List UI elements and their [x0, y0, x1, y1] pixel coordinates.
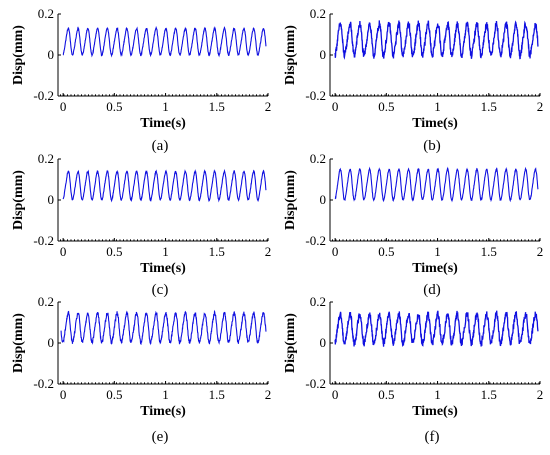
x-tick-label: 0.5 — [106, 99, 122, 114]
x-tick-label: 1 — [162, 99, 169, 114]
subplot-c: 0.2 0 -0.2 0 0.5 1 1.5 2 Time(s) Disp(mm) (c) — [11, 151, 271, 298]
x-tick-label: 1.5 — [481, 99, 497, 114]
y-tick-label: -0.2 — [33, 88, 54, 103]
x-axis-label: Time(s) — [412, 404, 458, 419]
subplot-b: 0.2 0 -0.2 0 0.5 1 1.5 2 Time(s) Disp(mm) (b) — [283, 6, 543, 154]
x-tick-label: 1.5 — [209, 99, 225, 114]
x-tick-label: 0.5 — [378, 387, 394, 402]
x-axis-label: Time(s) — [412, 116, 458, 131]
y-tick-label: 0 — [48, 192, 55, 207]
x-tick-label: 1.5 — [481, 244, 497, 259]
x-tick-label: 1 — [434, 99, 441, 114]
y-tick-label: 0.2 — [310, 294, 326, 309]
y-tick-label: 0 — [48, 47, 55, 62]
signal-line — [62, 168, 267, 203]
y-tick-label: -0.2 — [305, 376, 326, 391]
panel-caption: (a) — [152, 138, 169, 154]
x-axis-label: Time(s) — [412, 261, 458, 276]
subplot-f: 0.2 0 -0.2 0 0.5 1 1.5 2 Time(s) Disp(mm) (f) — [283, 294, 543, 445]
x-axis-label: Time(s) — [140, 116, 186, 131]
x-tick-label: 2 — [265, 387, 272, 402]
x-tick-label: 0.5 — [378, 244, 394, 259]
y-tick-label: 0 — [48, 335, 55, 350]
x-tick-label: 1 — [162, 387, 169, 402]
y-tick-label: 0 — [320, 335, 327, 350]
y-axis-label: Disp(mm) — [11, 170, 26, 230]
x-tick-label: 2 — [537, 99, 544, 114]
y-tick-label: 0.2 — [38, 6, 54, 21]
subplot-d: 0.2 0 -0.2 0 0.5 1 1.5 2 Time(s) Disp(mm) (d) — [283, 151, 543, 298]
signal-line — [62, 25, 267, 58]
x-axis-label: Time(s) — [140, 404, 186, 419]
signal-line — [334, 310, 539, 348]
subplot-e: 0.2 0 -0.2 0 0.5 1 1.5 2 Time(s) Disp(mm) (e) — [11, 294, 271, 445]
signal-line — [334, 166, 539, 203]
y-axis-label: Disp(mm) — [283, 25, 298, 85]
signal-line — [60, 309, 267, 346]
subplot-a: 0.2 0 -0.2 0 0.5 1 1.5 2 Time(s) Disp(mm) (a) — [11, 6, 271, 154]
x-axis-label: Time(s) — [140, 261, 186, 276]
y-tick-label: 0 — [320, 47, 327, 62]
x-tick-label: 0.5 — [106, 244, 122, 259]
x-tick-label: 0 — [332, 99, 339, 114]
y-tick-label: -0.2 — [305, 233, 326, 248]
y-tick-label: 0.2 — [310, 6, 326, 21]
x-tick-label: 1 — [434, 244, 441, 259]
x-tick-label: 0 — [332, 244, 339, 259]
y-tick-label: -0.2 — [33, 376, 54, 391]
signal-line — [334, 20, 539, 60]
x-tick-label: 1.5 — [209, 387, 225, 402]
x-tick-label: 2 — [537, 387, 544, 402]
y-axis-label: Disp(mm) — [11, 25, 26, 85]
y-axis-label: Disp(mm) — [283, 313, 298, 373]
x-tick-label: 1 — [162, 244, 169, 259]
y-tick-label: -0.2 — [305, 88, 326, 103]
panel-caption: (d) — [423, 282, 441, 298]
panel-caption: (c) — [152, 282, 169, 298]
y-tick-label: 0.2 — [38, 294, 54, 309]
x-tick-label: 2 — [537, 244, 544, 259]
x-tick-label: 0 — [60, 244, 67, 259]
x-tick-label: 1.5 — [209, 244, 225, 259]
y-axis-label: Disp(mm) — [283, 170, 298, 230]
x-tick-label: 1 — [434, 387, 441, 402]
x-tick-label: 0 — [332, 387, 339, 402]
y-tick-label: -0.2 — [33, 233, 54, 248]
x-tick-label: 2 — [265, 99, 272, 114]
x-tick-label: 1.5 — [481, 387, 497, 402]
x-tick-label: 0.5 — [378, 99, 394, 114]
x-tick-label: 0 — [60, 99, 67, 114]
panel-caption: (e) — [152, 429, 169, 445]
y-axis-label: Disp(mm) — [11, 313, 26, 373]
x-tick-label: 2 — [265, 244, 272, 259]
y-tick-label: 0.2 — [38, 151, 54, 166]
x-tick-label: 0 — [60, 387, 67, 402]
panel-caption: (b) — [423, 138, 441, 154]
x-tick-label: 0.5 — [106, 387, 122, 402]
panel-caption: (f) — [425, 429, 440, 445]
y-tick-label: 0 — [320, 192, 327, 207]
y-tick-label: 0.2 — [310, 151, 326, 166]
